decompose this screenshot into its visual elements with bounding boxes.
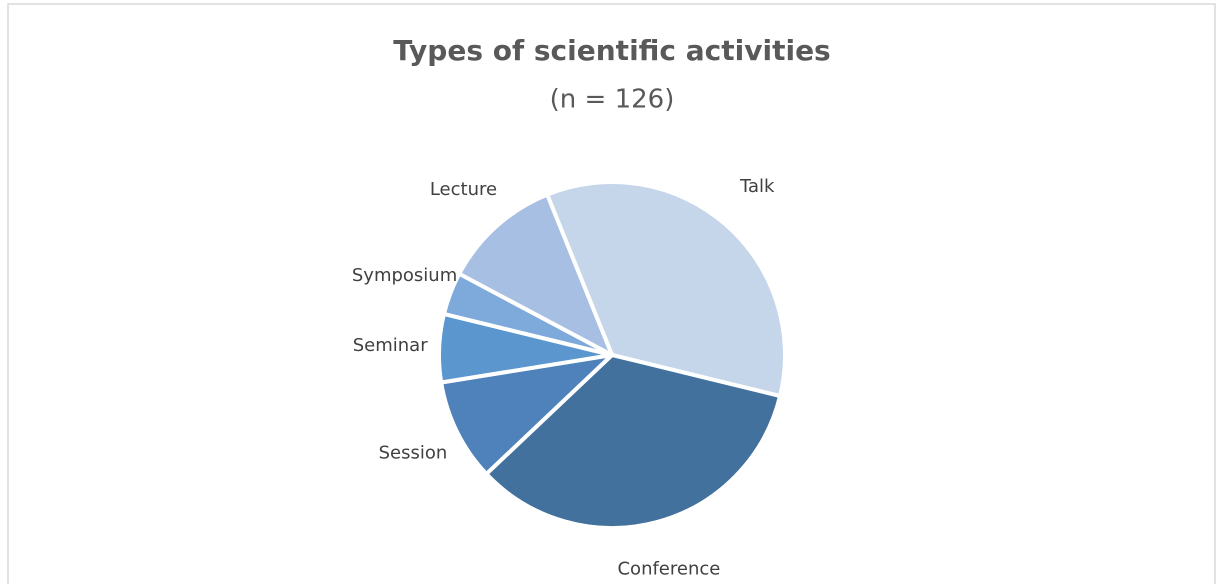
chart-title: Types of scientific activities [393, 34, 830, 67]
slice-label: Talk [739, 176, 775, 197]
slice-label: Session [379, 442, 448, 463]
slice-label: Seminar [353, 335, 428, 356]
slice-label: Conference [617, 559, 720, 580]
pie-slice [484, 353, 783, 530]
slice-label: Lecture [430, 179, 497, 200]
pie-slice [457, 192, 614, 357]
slice-label: Symposium [352, 265, 457, 286]
pie-slice [545, 180, 787, 399]
pie-slice [439, 353, 614, 476]
chart-subtitle: (n = 126) [550, 85, 675, 115]
